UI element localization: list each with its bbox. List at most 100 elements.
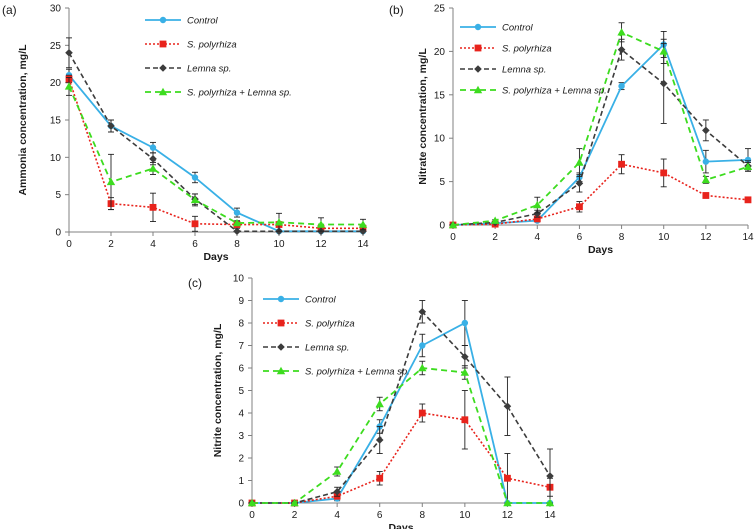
y-tick-label: 15 <box>434 90 446 101</box>
y-tick-label: 10 <box>233 274 245 285</box>
data-point-lemna <box>503 402 512 411</box>
y-tick-label: 30 <box>50 4 62 15</box>
data-point-combined <box>659 47 668 55</box>
x-tick-label: 8 <box>234 239 240 250</box>
legend-label: S. polyrhiza + Lemna sp. <box>187 88 292 99</box>
series-line-combined <box>68 86 363 226</box>
series-line-control <box>68 74 363 233</box>
panel-label: (b) <box>389 3 404 17</box>
data-point-s-polyrhiza <box>149 203 157 211</box>
legend-label: S. polyrhiza <box>187 40 237 51</box>
data-point-combined <box>274 218 284 226</box>
panel-a: (a) 0 5 10 15 20 25 30 0 2 4 6 8 10 12 14 Days Ammonia co… <box>2 3 369 263</box>
legend-marker <box>277 343 285 351</box>
legend-label: S. polyrhiza <box>502 44 552 55</box>
series-line-s-polyrhiza <box>252 412 551 504</box>
data-point-control <box>618 82 625 90</box>
legend-item-s-polyrhiza: S. polyrhiza <box>460 44 552 55</box>
data-point-combined <box>418 363 427 372</box>
legend-label: Lemna sp. <box>502 65 546 76</box>
y-tick-label: 25 <box>434 4 446 15</box>
data-point-s-polyrhiza <box>702 192 710 199</box>
data-point-control <box>744 156 752 164</box>
legend: Control S. polyrhiza Lemna sp. S. polyrhiza… <box>460 23 607 97</box>
y-tick-label: 3 <box>238 431 244 442</box>
legend-label: Control <box>187 16 219 27</box>
data-point-combined <box>503 498 512 507</box>
legend: Control S. polyrhiza Lemna sp. S. polyrhiza… <box>263 295 410 378</box>
legend-item-control: Control <box>145 16 219 27</box>
x-axis-title: Days <box>388 522 413 529</box>
data-point-combined <box>375 399 384 408</box>
x-tick-label: 0 <box>450 232 456 243</box>
y-tick-label: 25 <box>50 41 62 52</box>
x-tick-label: 2 <box>492 232 498 243</box>
series-line-combined <box>252 367 550 504</box>
legend-label: S. polyrhiza + Lemna sp. <box>305 367 410 378</box>
data-point-s-polyrhiza <box>461 416 469 424</box>
data-point-s-polyrhiza <box>191 220 199 228</box>
legend-marker <box>277 319 285 327</box>
data-point-lemna <box>233 227 241 236</box>
data-point-combined <box>701 175 711 184</box>
data-point-s-polyrhiza <box>744 196 752 204</box>
y-tick-label: 0 <box>238 499 244 510</box>
legend-label: Lemna sp. <box>305 343 349 354</box>
y-tick-label: 7 <box>238 341 244 352</box>
series-line-s-polyrhiza <box>452 163 749 226</box>
y-tick-label: 20 <box>50 78 62 89</box>
data-point-combined <box>743 162 753 171</box>
data-point-combined <box>316 220 326 228</box>
data-point-combined <box>148 164 158 172</box>
data-point-combined <box>490 216 500 224</box>
x-tick-label: 6 <box>377 510 383 521</box>
data-point-combined <box>448 220 458 229</box>
legend-label: Control <box>502 23 534 34</box>
data-point-s-polyrhiza <box>504 474 511 482</box>
data-point-s-polyrhiza <box>660 169 668 177</box>
data-point-lemna <box>65 49 73 57</box>
legend-marker <box>158 87 168 96</box>
data-point-combined <box>290 498 299 507</box>
data-point-combined <box>247 498 257 507</box>
x-tick-label: 12 <box>700 232 712 243</box>
data-point-combined <box>575 158 584 166</box>
legend-item-combined: S. polyrhiza + Lemna sp. <box>460 86 607 97</box>
data-point-lemna <box>461 352 469 361</box>
legend-item-s-polyrhiza: S. polyrhiza <box>263 319 355 330</box>
data-point-combined <box>106 177 116 186</box>
data-point-lemna <box>149 155 157 163</box>
series-line-s-polyrhiza <box>68 78 363 230</box>
legend-label: Lemna sp. <box>187 64 231 75</box>
legend: Control S. polyrhiza Lemna sp. S. polyrhiza… <box>145 16 292 99</box>
legend-marker <box>474 65 482 73</box>
legend-item-lemna: Lemna sp. <box>145 64 231 75</box>
legend-label: S. polyrhiza + Lemna sp. <box>502 86 607 97</box>
y-tick-label: 6 <box>238 364 244 375</box>
legend-item-s-polyrhiza: S. polyrhiza <box>145 40 237 51</box>
series-combined <box>64 76 368 232</box>
data-point-combined <box>533 200 542 209</box>
y-tick-label: 1 <box>238 476 244 487</box>
legend-marker <box>474 44 482 52</box>
data-point-control <box>419 342 426 349</box>
data-point-lemna <box>575 179 584 188</box>
x-axis-title: Days <box>203 251 228 263</box>
legend-label: Control <box>305 295 337 306</box>
x-tick-label: 4 <box>334 510 340 521</box>
legend-marker <box>159 64 167 72</box>
y-axis-title: Nitrate concentration, mg/L <box>417 48 429 185</box>
panel-b: (b) 0 5 10 15 20 25 0 2 4 6 8 10 12 14 Days Nitrate conc… <box>389 3 754 256</box>
legend-item-combined: S. polyrhiza + Lemna sp. <box>263 367 410 378</box>
legend-marker <box>277 295 285 303</box>
y-tick-label: 5 <box>439 177 445 188</box>
x-tick-label: 0 <box>66 239 72 250</box>
panel-label: (c) <box>188 276 202 290</box>
y-tick-label: 10 <box>50 153 62 164</box>
legend-marker <box>159 40 167 48</box>
data-point-lemna <box>418 307 427 316</box>
legend-item-combined: S. polyrhiza + Lemna sp. <box>145 88 292 99</box>
y-tick-label: 5 <box>238 386 244 397</box>
